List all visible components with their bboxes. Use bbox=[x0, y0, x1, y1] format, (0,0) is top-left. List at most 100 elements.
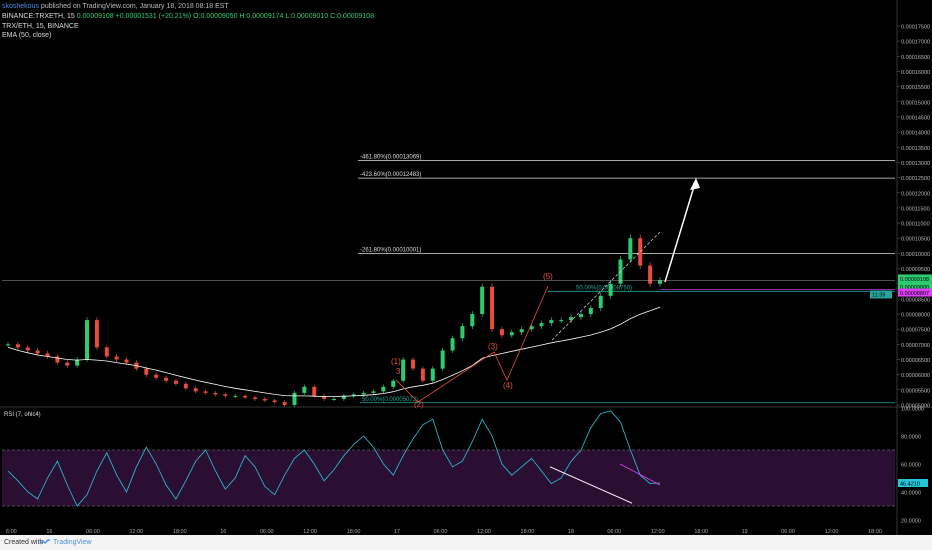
time-axis-label: 12:00 bbox=[303, 529, 317, 535]
price-axis-label: 0.00013000 bbox=[901, 161, 930, 167]
candle-body bbox=[490, 286, 495, 330]
candle-body bbox=[460, 326, 465, 339]
price-axis-label: 0.00008000 bbox=[901, 313, 930, 319]
candle-body bbox=[341, 395, 346, 399]
price-axis-label: 0.00011000 bbox=[901, 222, 930, 228]
candle-body bbox=[420, 368, 425, 381]
time-axis-label: 6:00 bbox=[6, 529, 17, 535]
candle-body bbox=[173, 380, 178, 384]
rsi-current-tag: 46.4210 bbox=[900, 482, 920, 488]
time-axis-label: 18:00 bbox=[694, 529, 708, 535]
candle-body bbox=[658, 280, 662, 284]
candle-body bbox=[252, 397, 257, 399]
candle-body bbox=[598, 295, 603, 308]
time-axis-label: 06:00 bbox=[434, 529, 448, 535]
tradingview-logo-icon bbox=[40, 539, 50, 545]
candle-body bbox=[292, 392, 297, 405]
candle-body bbox=[302, 386, 307, 393]
price-axis-label: 0.00010500 bbox=[901, 237, 930, 243]
time-axis-label: 12:00 bbox=[129, 529, 143, 535]
candle-body bbox=[638, 238, 643, 266]
candle-body bbox=[578, 314, 583, 318]
price-axis-label: 0.00005500 bbox=[901, 388, 930, 394]
wave-projection-dashed bbox=[551, 231, 661, 341]
candle-body bbox=[430, 368, 435, 381]
time-axis-label: 17 bbox=[394, 529, 400, 535]
symbol-text: BINANCE:TRXETH, 15 bbox=[2, 13, 75, 20]
candle-body bbox=[164, 377, 169, 381]
ema-line bbox=[7, 306, 661, 397]
candle-body bbox=[25, 347, 30, 351]
price-axis-label: 0.00007000 bbox=[901, 343, 930, 349]
price-axis-label: 0.00008500 bbox=[901, 297, 930, 303]
price-axis-label: 0.00006500 bbox=[901, 358, 930, 364]
secondary-price-tag: 0.00009000 bbox=[900, 285, 929, 291]
footer-created: Created with bbox=[4, 539, 44, 546]
candle-body bbox=[480, 286, 485, 315]
price-axis-label: 0.00007500 bbox=[901, 328, 930, 334]
price-axis-label: 0.00014500 bbox=[901, 115, 930, 121]
candle-body bbox=[203, 391, 208, 393]
rsi-axis-label: 100.0000 bbox=[901, 407, 924, 413]
candle-body bbox=[549, 320, 554, 324]
fib-level-label: 50.00%(0.00005073) bbox=[362, 397, 418, 403]
time-axis-label: 06:00 bbox=[607, 529, 621, 535]
price-axis-label: 0.00009500 bbox=[901, 267, 930, 273]
price-axis-label: 0.00016000 bbox=[901, 70, 930, 76]
time-axis-label: 06:00 bbox=[781, 529, 795, 535]
candle-body bbox=[361, 392, 366, 395]
current-price-tag-bg bbox=[898, 274, 932, 283]
fib-level-label: -461.80%(0.00013069) bbox=[360, 154, 421, 160]
time-axis-label: 06:00 bbox=[86, 529, 100, 535]
magenta-price-tag: 0.00008807 bbox=[900, 291, 929, 297]
ema-indicator-label[interactable]: EMA (50, close) bbox=[2, 32, 52, 39]
ohlc-values: O:0.00009050 H:0.00009174 L:0.00009010 C… bbox=[193, 13, 375, 20]
candle-body bbox=[529, 326, 534, 330]
time-axis-label: 12:00 bbox=[651, 529, 665, 535]
time-axis-label: 18:00 bbox=[173, 529, 187, 535]
candle-body bbox=[154, 374, 159, 378]
price-axis-label: 0.00011500 bbox=[901, 206, 930, 212]
time-axis-label: 19 bbox=[742, 529, 748, 535]
wave-label: (1) bbox=[391, 357, 401, 366]
candle-body bbox=[6, 344, 10, 346]
candle-body bbox=[648, 265, 653, 284]
price-axis-label: 0.00010000 bbox=[901, 252, 930, 258]
candle-body bbox=[35, 350, 40, 354]
candle-body bbox=[401, 359, 406, 381]
countdown-bg bbox=[870, 290, 892, 299]
rsi-current-tag-bg bbox=[898, 479, 928, 488]
projection-arrow-line bbox=[664, 179, 697, 283]
price-change: 0.00009108 +0.00001531 (+20.21%) bbox=[76, 13, 192, 20]
footer-bar: Created with TradingView bbox=[0, 535, 932, 550]
candle-body bbox=[440, 350, 445, 369]
price-axis-label: 0.00015000 bbox=[901, 100, 930, 106]
candle-body bbox=[75, 359, 80, 366]
candle-body bbox=[351, 394, 356, 396]
candle-body bbox=[144, 368, 149, 375]
rsi-trend-line bbox=[619, 463, 661, 486]
publish-line: skoshekous published on TradingView.com,… bbox=[2, 2, 229, 11]
candle-body bbox=[282, 401, 287, 405]
rsi-band bbox=[2, 450, 895, 506]
author-link[interactable]: skoshekous bbox=[2, 3, 39, 10]
chart-canvas[interactable]: 0.00017500 0.00017000 0.00016500 0.00016000… bbox=[0, 0, 932, 535]
candle-body bbox=[391, 380, 396, 387]
symbol-line: BINANCE:TRXETH, 15 0.00009108 +0.0000153… bbox=[2, 12, 374, 21]
rsi-axis-label: 20.0000 bbox=[901, 519, 921, 525]
footer-brand[interactable]: TradingView bbox=[53, 539, 92, 546]
price-axis-label: 0.00012000 bbox=[901, 191, 930, 197]
fib-level-label: -423.60%(0.00012483) bbox=[360, 172, 421, 178]
candle-body bbox=[499, 329, 504, 336]
wave-label: 3 bbox=[396, 367, 401, 376]
price-axis-label: 0.00017000 bbox=[901, 40, 930, 46]
rsi-title: RSI (7, ohlc4) bbox=[4, 412, 41, 418]
wave-label: (3) bbox=[488, 342, 498, 351]
candle-body bbox=[539, 323, 544, 327]
candle-body bbox=[411, 359, 416, 369]
time-axis-label: 12:00 bbox=[825, 529, 839, 535]
projection-arrowhead-icon bbox=[690, 178, 700, 190]
time-axis-label: 18:00 bbox=[521, 529, 535, 535]
candle-body bbox=[450, 338, 455, 351]
fib-level-label: 50.00%(0.00008750) bbox=[576, 285, 632, 291]
